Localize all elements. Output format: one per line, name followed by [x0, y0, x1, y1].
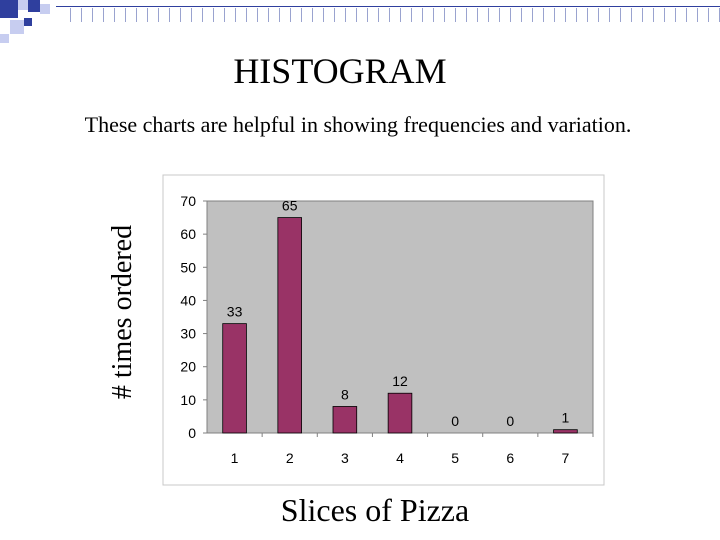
bar [222, 323, 247, 434]
decor-square [10, 20, 24, 34]
decor-grid-stripe [60, 8, 720, 22]
bar-series: 33 65 8 12 0 0 1 [222, 198, 578, 434]
y-tick-label: 50 [180, 259, 196, 275]
y-tick-label: 10 [180, 392, 196, 408]
bar [553, 429, 578, 434]
data-label: 12 [392, 373, 408, 389]
data-label: 0 [451, 413, 459, 429]
slide-subtitle: These charts are helpful in showing freq… [84, 112, 632, 137]
y-axis: 0 10 20 30 40 50 60 70 [180, 193, 207, 441]
decor-square [28, 0, 40, 12]
y-axis-label: # times ordered [107, 224, 138, 400]
y-tick-label: 0 [188, 425, 196, 441]
x-tick-label: 3 [341, 450, 349, 466]
y-tick-label: 20 [180, 359, 196, 375]
data-label: 33 [227, 304, 243, 320]
bar [277, 217, 302, 434]
x-tick-label: 1 [231, 450, 239, 466]
x-axis-label: Slices of Pizza [280, 492, 470, 528]
slide-title: HISTOGRAM [233, 51, 447, 91]
y-tick-label: 70 [180, 193, 196, 209]
bar [332, 406, 358, 434]
y-tick-label: 30 [180, 326, 196, 342]
decor-square [18, 0, 28, 10]
x-tick-label: 6 [506, 450, 514, 466]
x-tick-label: 5 [451, 450, 459, 466]
x-tick-label: 4 [396, 450, 404, 466]
data-label: 0 [506, 413, 514, 429]
y-tick-label: 60 [180, 226, 196, 242]
x-axis: 1 2 3 4 5 6 7 [231, 433, 594, 466]
decor-square [40, 4, 50, 14]
x-tick-label: 7 [562, 450, 570, 466]
bar [387, 392, 413, 434]
decor-square [56, 6, 720, 7]
data-label: 1 [562, 410, 570, 426]
data-label: 8 [341, 386, 349, 402]
y-tick-label: 40 [180, 292, 196, 308]
x-tick-label: 2 [286, 450, 294, 466]
decor-square [0, 34, 9, 43]
data-label: 65 [282, 198, 298, 214]
decor-square [24, 18, 32, 26]
decor-square [0, 0, 18, 18]
